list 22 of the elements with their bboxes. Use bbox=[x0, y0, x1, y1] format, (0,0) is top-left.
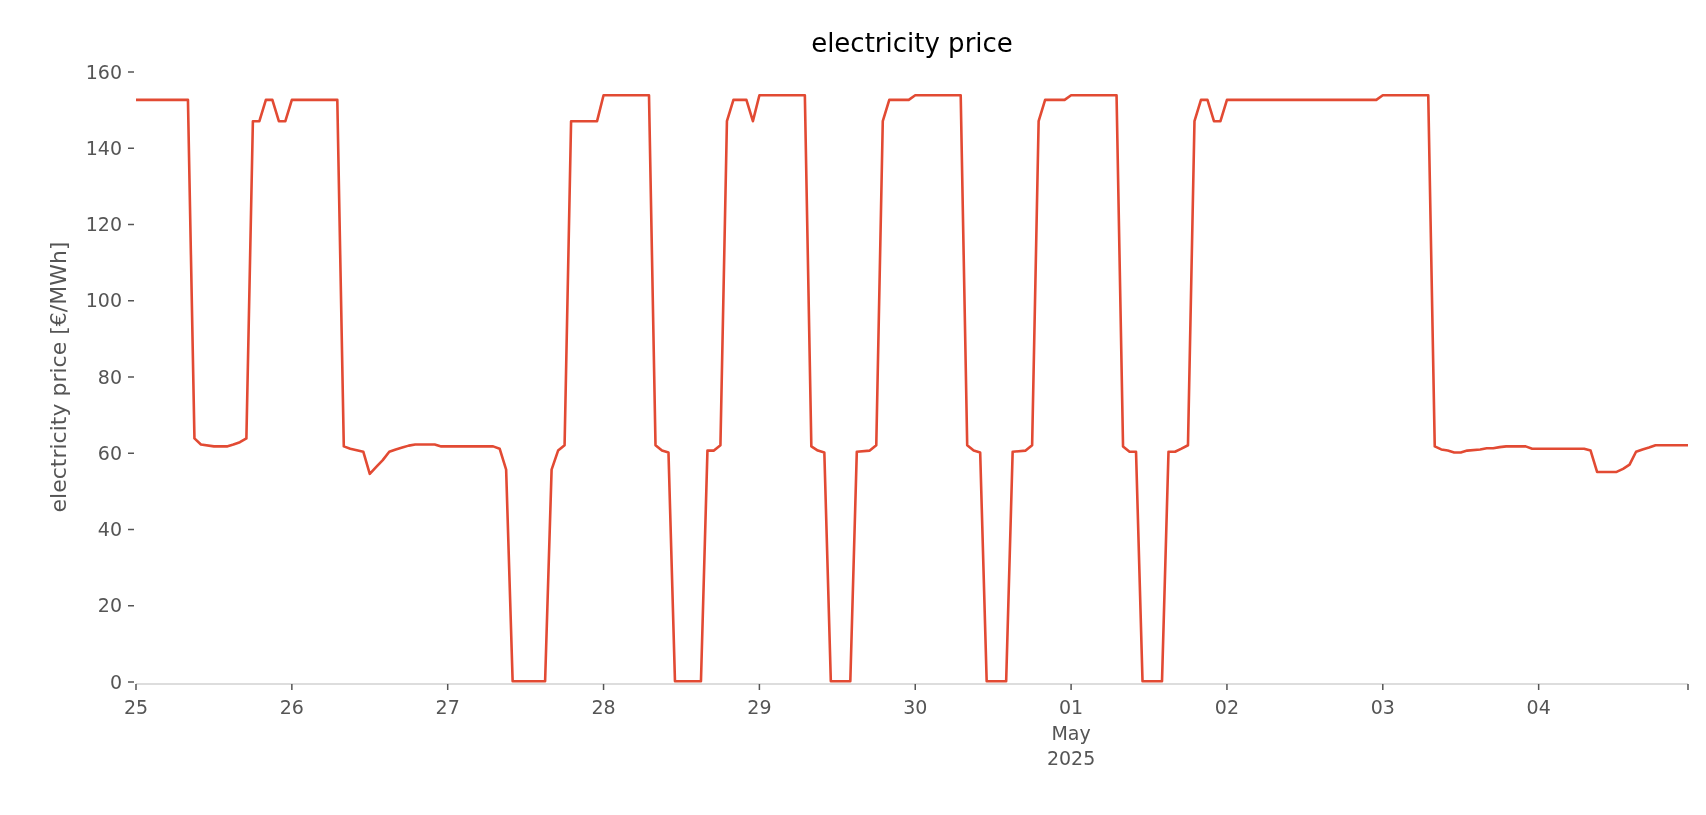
x-tick-label: 30 bbox=[903, 696, 928, 718]
y-tick-label: 60 bbox=[97, 441, 122, 464]
x-tick-label: 29 bbox=[747, 696, 772, 718]
y-tick-label: 120 bbox=[85, 213, 122, 236]
y-tick-label: 40 bbox=[97, 518, 122, 541]
y-tick-label: 140 bbox=[85, 136, 122, 159]
y-tick-label: 20 bbox=[97, 594, 122, 617]
x-tick-label: 02 bbox=[1214, 696, 1240, 718]
x-tick-label: 25 bbox=[123, 696, 149, 718]
x-tick-label: 03 bbox=[1370, 696, 1395, 718]
y-axis-title: electricity price [€/MWh] bbox=[46, 241, 71, 513]
x-tick-label: 27 bbox=[435, 696, 460, 718]
x-tick-label: 26 bbox=[279, 696, 304, 718]
line-series bbox=[134, 93, 1690, 683]
x-tick-label: 28 bbox=[591, 696, 616, 718]
y-tick-label: 0 bbox=[109, 670, 122, 693]
x-tick-label: 01 May 2025 bbox=[1046, 696, 1096, 770]
chart-title: electricity price bbox=[811, 28, 1013, 58]
y-tick-label: 80 bbox=[97, 365, 122, 388]
y-tick-label: 100 bbox=[85, 289, 122, 312]
y-tick-label: 160 bbox=[85, 60, 122, 83]
x-tick-label: 04 bbox=[1526, 696, 1551, 718]
